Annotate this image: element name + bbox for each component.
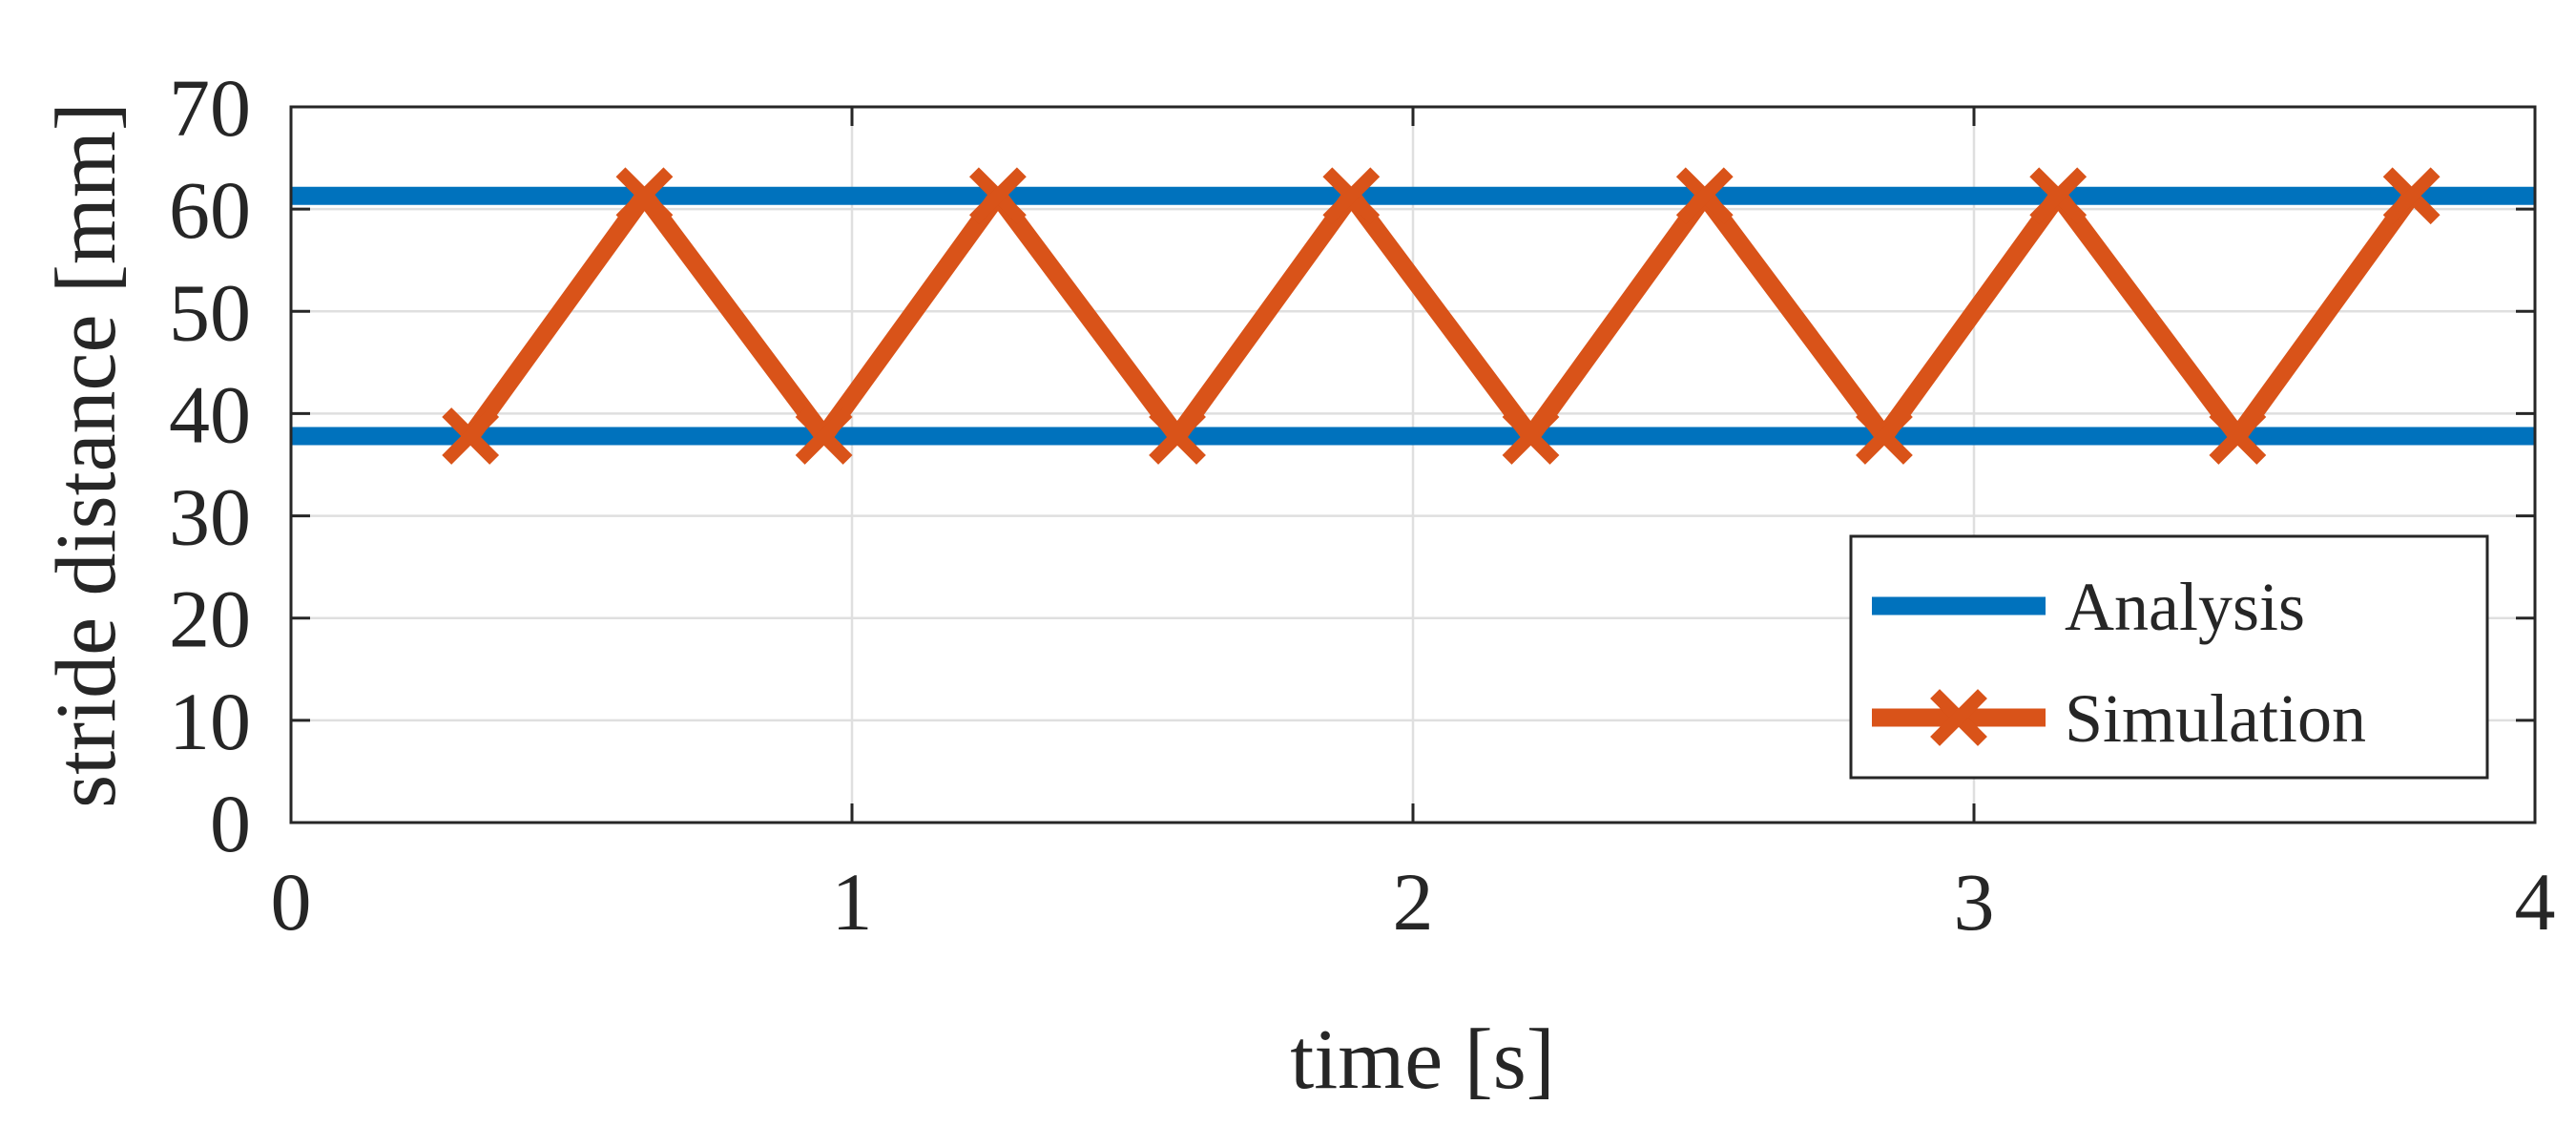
y-tick-label: 20 bbox=[169, 573, 251, 665]
x-marker-stroke bbox=[1322, 167, 1381, 225]
y-axis-label: stride distance [mm] bbox=[39, 102, 134, 808]
x-tick-label: 2 bbox=[1393, 856, 1434, 948]
legend-entry: Analysis bbox=[1872, 569, 2305, 645]
x-tick-label: 3 bbox=[1954, 856, 1995, 948]
x-marker-stroke bbox=[1502, 407, 1560, 465]
simulation-point bbox=[442, 407, 500, 465]
y-tick-label: 70 bbox=[169, 62, 251, 154]
x-marker-stroke bbox=[1149, 407, 1206, 465]
x-marker-stroke bbox=[2029, 167, 2088, 225]
legend-label: Analysis bbox=[2065, 569, 2305, 645]
legend-entry: Simulation bbox=[1872, 680, 2366, 757]
x-marker-stroke bbox=[615, 167, 674, 225]
simulation-line bbox=[461, 186, 2421, 446]
simulation-point bbox=[1149, 407, 1206, 465]
x-tick-label: 4 bbox=[2515, 856, 2556, 948]
y-tick-label: 30 bbox=[169, 471, 251, 563]
legend: Analysis Simulation bbox=[1849, 534, 2489, 780]
simulation-point bbox=[1675, 167, 1734, 225]
x-tick-label: 1 bbox=[832, 856, 873, 948]
legend-box bbox=[1849, 534, 2489, 780]
y-tick-label: 0 bbox=[210, 778, 251, 869]
x-marker-stroke bbox=[795, 407, 853, 465]
legend-marker-swatch bbox=[1930, 689, 1987, 746]
simulation-point bbox=[2029, 167, 2088, 225]
y-tick-label: 40 bbox=[169, 368, 251, 460]
x-marker-stroke bbox=[1856, 407, 1913, 465]
x-marker-stroke bbox=[1675, 167, 1734, 225]
x-marker-stroke bbox=[2382, 167, 2441, 225]
y-tick-label: 60 bbox=[169, 164, 251, 256]
simulation-point bbox=[795, 407, 853, 465]
simulation-point bbox=[1322, 167, 1381, 225]
y-tick-label: 10 bbox=[169, 676, 251, 767]
simulation-point bbox=[2382, 167, 2441, 225]
x-axis-label: time [s] bbox=[1290, 1012, 1554, 1107]
simulation-point bbox=[615, 167, 674, 225]
simulation-point bbox=[1856, 407, 1913, 465]
x-marker-stroke bbox=[2209, 407, 2267, 465]
simulation-point bbox=[1502, 407, 1560, 465]
x-marker-stroke bbox=[1930, 689, 1987, 746]
x-tick-label: 0 bbox=[271, 856, 312, 948]
x-marker-stroke bbox=[442, 407, 500, 465]
x-marker-stroke bbox=[968, 167, 1027, 225]
simulation-point bbox=[968, 167, 1027, 225]
legend-label: Simulation bbox=[2065, 680, 2366, 757]
simulation-point bbox=[2209, 407, 2267, 465]
y-tick-label: 50 bbox=[169, 266, 251, 358]
plot-series bbox=[291, 167, 2535, 465]
